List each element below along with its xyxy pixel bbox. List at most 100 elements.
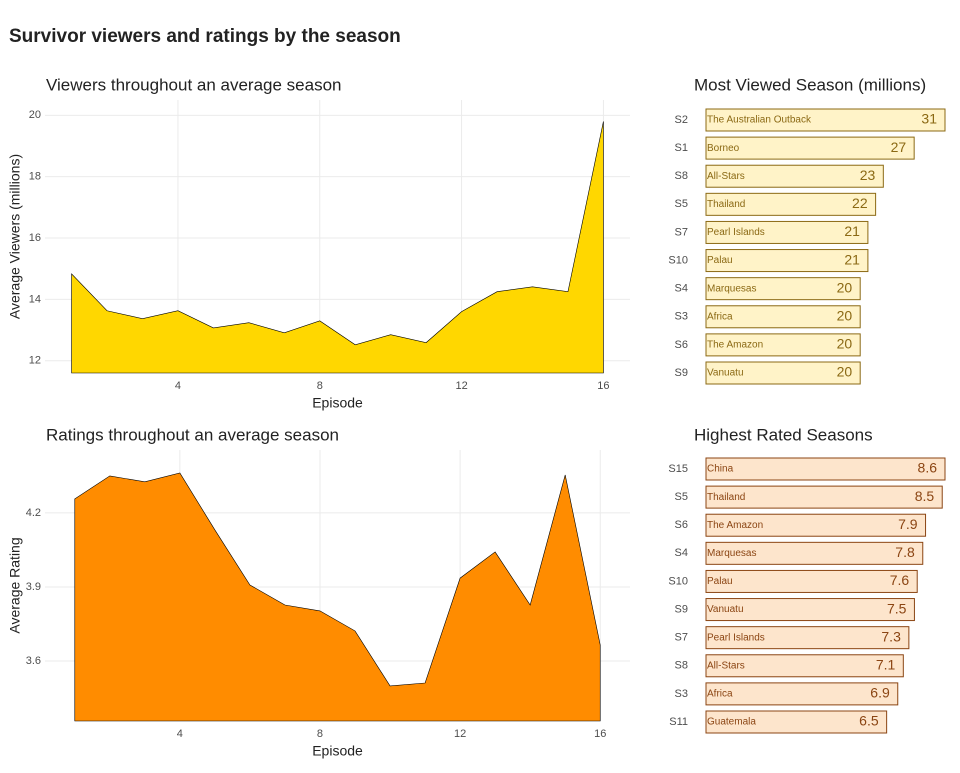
value-label: 20 — [837, 336, 853, 352]
x-tick-label: 16 — [594, 728, 606, 740]
value-label: 22 — [852, 195, 868, 211]
bar-name: Thailand — [707, 199, 745, 210]
category-label: S3 — [675, 688, 688, 700]
value-label: 7.5 — [887, 600, 907, 616]
bar — [705, 333, 861, 357]
bar — [705, 108, 946, 132]
category-label: S8 — [675, 660, 688, 672]
bar — [705, 654, 904, 678]
bar — [705, 598, 915, 622]
value-label: 27 — [891, 139, 907, 155]
bar-name: Pearl Islands — [707, 227, 765, 238]
bar-name: Vanuatu — [707, 368, 744, 379]
y-tick-label: 4.2 — [26, 507, 41, 519]
bar — [705, 249, 869, 273]
value-label: 20 — [837, 279, 853, 295]
bar — [705, 277, 861, 301]
bar-name: The Amazon — [707, 520, 763, 531]
category-label: S4 — [675, 283, 688, 295]
bar — [705, 305, 861, 329]
page-title: Survivor viewers and ratings by the seas… — [9, 26, 401, 47]
category-label: S15 — [668, 463, 688, 475]
bar-name: The Australian Outback — [707, 115, 812, 126]
bar — [705, 457, 946, 481]
category-label: S5 — [675, 198, 688, 210]
value-label: 8.5 — [915, 488, 935, 504]
category-label: S7 — [675, 632, 688, 644]
chart-title: Highest Rated Seasons — [694, 425, 873, 444]
value-label: 6.9 — [870, 685, 890, 701]
bar-name: Pearl Islands — [707, 632, 765, 643]
value-label: 8.6 — [918, 460, 938, 476]
y-axis-label: Average Rating — [7, 537, 23, 633]
bar-name: Vanuatu — [707, 604, 744, 615]
x-axis-label: Episode — [312, 395, 363, 411]
x-tick-label: 16 — [597, 380, 609, 392]
y-tick-label: 12 — [29, 355, 41, 367]
bar-name: China — [707, 464, 734, 475]
bar — [705, 710, 888, 734]
bar-name: The Amazon — [707, 340, 763, 351]
area — [71, 121, 604, 374]
category-label: S10 — [668, 575, 688, 587]
x-tick-label: 12 — [454, 728, 466, 740]
bar — [705, 541, 924, 565]
category-label: S6 — [675, 519, 688, 531]
category-label: S4 — [675, 547, 688, 559]
chart-title: Viewers throughout an average season — [46, 75, 342, 94]
x-tick-label: 8 — [317, 380, 323, 392]
category-label: S8 — [675, 170, 688, 182]
bar — [705, 513, 927, 537]
y-tick-label: 3.9 — [26, 581, 41, 593]
value-label: 7.9 — [898, 516, 918, 532]
category-label: S9 — [675, 367, 688, 379]
bar-name: Africa — [707, 689, 733, 700]
category-label: S3 — [675, 311, 688, 323]
area — [74, 472, 601, 722]
value-label: 7.8 — [895, 544, 915, 560]
chart-title: Ratings throughout an average season — [46, 425, 339, 444]
bar — [705, 220, 869, 244]
chart-title: Most Viewed Season (millions) — [694, 75, 926, 94]
x-tick-label: 12 — [455, 380, 467, 392]
category-label: S10 — [668, 254, 688, 266]
y-tick-label: 18 — [29, 171, 41, 183]
category-label: S1 — [675, 142, 688, 154]
bar-name: Palau — [707, 255, 733, 266]
value-label: 20 — [837, 307, 853, 323]
x-tick-label: 4 — [175, 380, 181, 392]
bar — [705, 626, 910, 650]
category-label: S2 — [675, 114, 688, 126]
x-tick-label: 4 — [177, 728, 183, 740]
bar-name: All-Stars — [707, 660, 745, 671]
y-tick-label: 16 — [29, 232, 41, 244]
bar-name: Africa — [707, 311, 733, 322]
x-tick-label: 8 — [317, 728, 323, 740]
bar — [705, 361, 861, 385]
bar-name: All-Stars — [707, 171, 745, 182]
category-label: S11 — [669, 716, 688, 728]
category-label: S9 — [675, 603, 688, 615]
y-tick-label: 3.6 — [26, 655, 41, 667]
value-label: 7.1 — [876, 656, 896, 672]
bar-name: Guatemala — [707, 717, 756, 728]
value-label: 21 — [844, 251, 860, 267]
bar-name: Marquesas — [707, 548, 756, 559]
value-label: 21 — [844, 223, 860, 239]
value-label: 7.3 — [881, 628, 901, 644]
bar — [705, 192, 877, 216]
value-label: 23 — [860, 167, 876, 183]
bar-name: Marquesas — [707, 283, 756, 294]
bar-name: Thailand — [707, 492, 745, 503]
x-axis-label: Episode — [312, 743, 363, 759]
bar — [705, 569, 918, 593]
category-label: S6 — [675, 339, 688, 351]
category-label: S5 — [675, 491, 688, 503]
y-axis-label: Average Viewers (millions) — [7, 154, 23, 319]
bar — [705, 136, 915, 160]
value-label: 7.6 — [890, 572, 910, 588]
value-label: 31 — [921, 111, 937, 127]
bar — [705, 164, 884, 188]
bar — [705, 485, 943, 509]
